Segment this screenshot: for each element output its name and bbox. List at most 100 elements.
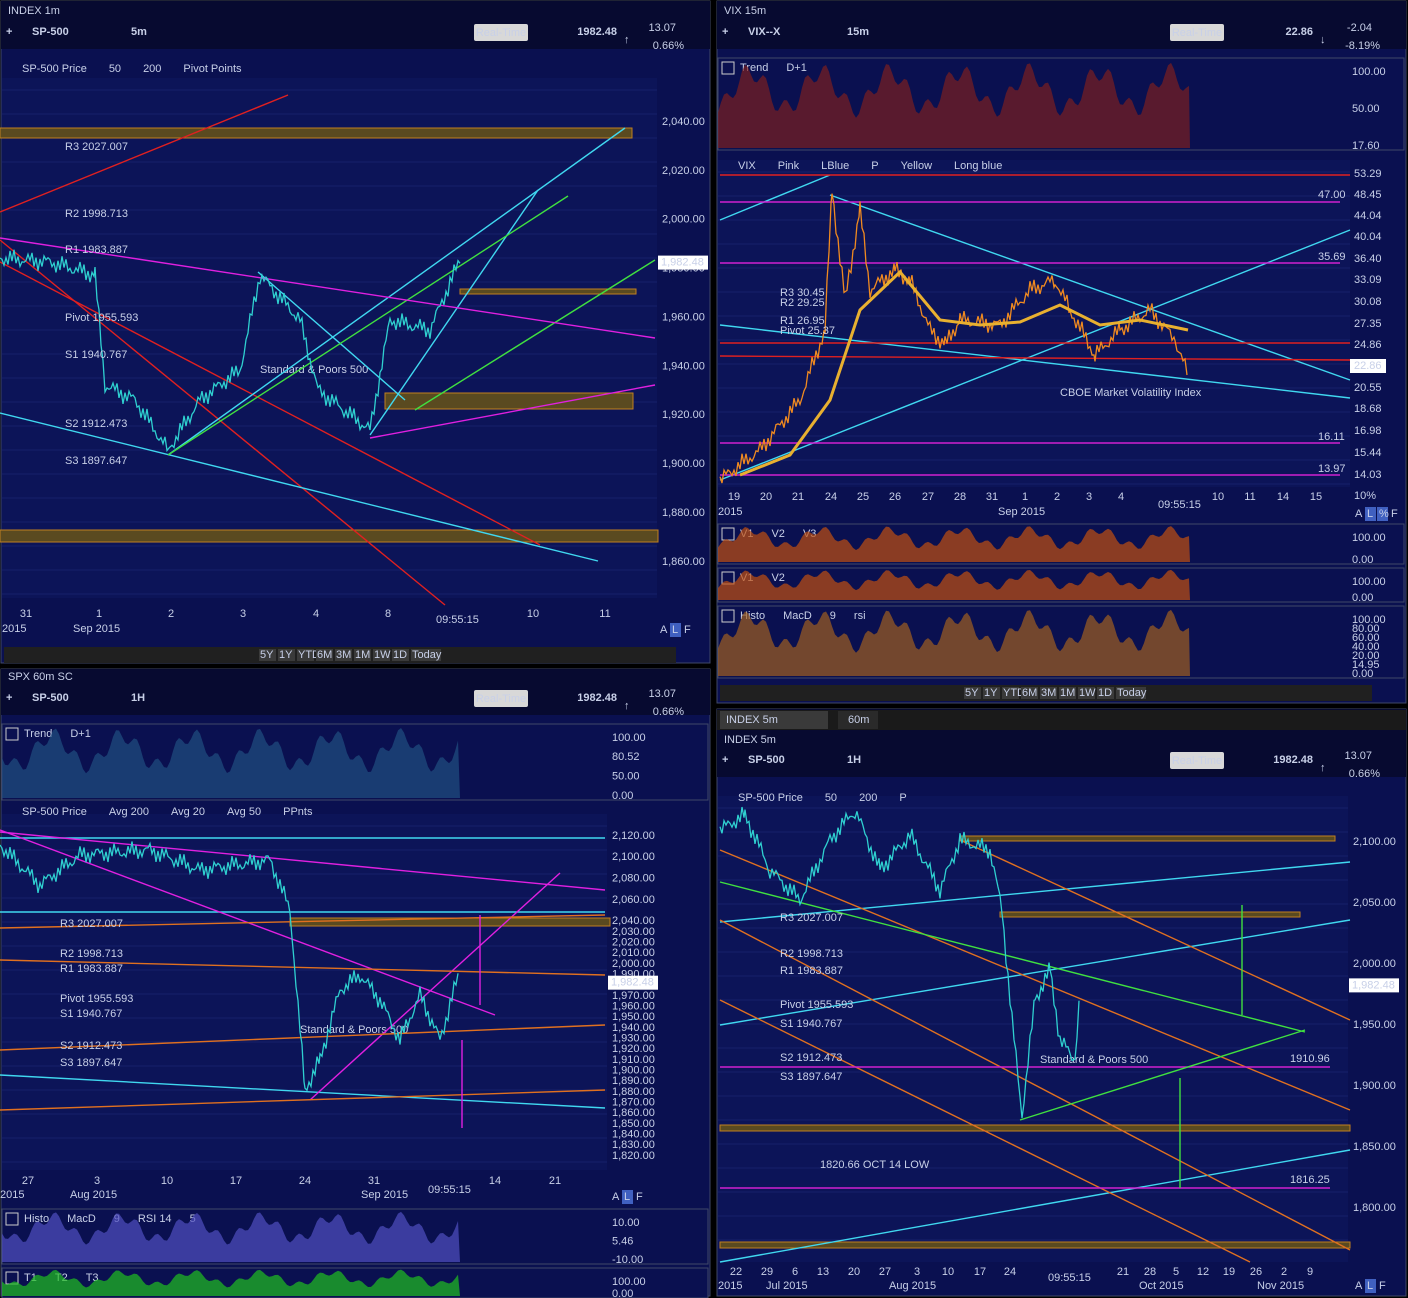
study-label[interactable]: P xyxy=(899,792,906,804)
range-label[interactable]: 1W xyxy=(374,649,391,661)
range-button[interactable] xyxy=(1021,687,1038,699)
study-label[interactable]: Pink xyxy=(778,160,800,172)
scale-mode[interactable]: L xyxy=(1367,508,1373,520)
scale-mode[interactable]: L xyxy=(672,624,678,636)
indicator-label[interactable]: V2 xyxy=(771,528,784,540)
study-label[interactable]: 200 xyxy=(143,63,161,75)
scale-mode[interactable]: A xyxy=(612,1191,620,1203)
close-box[interactable] xyxy=(5,1212,19,1226)
tab-label[interactable]: 60m xyxy=(848,714,869,726)
study-label[interactable]: PPnts xyxy=(283,806,313,818)
indicator-label[interactable]: RSI 14 xyxy=(138,1213,172,1225)
scale-mode[interactable]: A xyxy=(1355,1280,1363,1292)
study-label[interactable]: Avg 20 xyxy=(171,806,205,818)
range-label[interactable]: 6M xyxy=(317,649,332,661)
scale-mode[interactable]: F xyxy=(1391,508,1398,520)
study-label[interactable]: Pivot Points xyxy=(183,63,242,75)
study-label[interactable]: LBlue xyxy=(821,160,849,172)
mode-button[interactable] xyxy=(1170,24,1224,41)
scale-mode-box[interactable] xyxy=(1365,507,1376,521)
mode-label[interactable]: Real-Time xyxy=(476,693,526,705)
tab[interactable] xyxy=(838,711,878,729)
indicator-label[interactable]: V2 xyxy=(771,572,784,584)
range-button[interactable] xyxy=(1002,687,1019,699)
range-button[interactable] xyxy=(411,649,441,661)
study-label[interactable]: 50 xyxy=(825,792,837,804)
scale-mode-box[interactable] xyxy=(622,1190,633,1204)
range-button[interactable] xyxy=(1097,687,1114,699)
interval[interactable]: 15m xyxy=(847,26,869,38)
study-label[interactable]: SP-500 Price xyxy=(738,792,803,804)
close-box[interactable] xyxy=(721,609,735,623)
study-label[interactable]: VIX xyxy=(738,160,756,172)
close-box[interactable] xyxy=(721,61,735,75)
scale-mode-box[interactable] xyxy=(670,623,681,637)
range-label[interactable]: YTD xyxy=(1003,687,1025,699)
indicator-label[interactable]: Histo xyxy=(24,1213,49,1225)
interval[interactable]: 5m xyxy=(131,26,147,38)
tab[interactable] xyxy=(720,711,828,729)
study-label[interactable]: Avg 200 xyxy=(109,806,149,818)
range-button[interactable] xyxy=(1059,687,1076,699)
range-label[interactable]: 6M xyxy=(1022,687,1037,699)
indicator-label[interactable]: MacD xyxy=(67,1213,96,1225)
range-label[interactable]: 3M xyxy=(336,649,351,661)
range-button[interactable] xyxy=(1040,687,1057,699)
range-button[interactable] xyxy=(278,649,295,661)
range-label[interactable]: 1Y xyxy=(279,649,293,661)
range-label[interactable]: 1M xyxy=(355,649,370,661)
range-button[interactable] xyxy=(335,649,352,661)
study-label[interactable]: Long blue xyxy=(954,160,1002,172)
study-label[interactable]: 200 xyxy=(859,792,877,804)
scale-mode[interactable]: L xyxy=(624,1191,630,1203)
study-label[interactable]: Avg 50 xyxy=(227,806,261,818)
range-button[interactable] xyxy=(297,649,314,661)
range-button[interactable] xyxy=(964,687,981,699)
range-button[interactable] xyxy=(316,649,333,661)
range-button[interactable] xyxy=(392,649,409,661)
study-label[interactable]: SP-500 Price xyxy=(22,63,87,75)
scale-mode[interactable]: % xyxy=(1379,508,1389,520)
range-button[interactable] xyxy=(354,649,371,661)
range-button[interactable] xyxy=(373,649,390,661)
range-button[interactable] xyxy=(259,649,276,661)
range-label[interactable]: Today xyxy=(412,649,442,661)
close-box[interactable] xyxy=(5,727,19,741)
indicator-label[interactable]: MacD xyxy=(783,610,812,622)
symbol[interactable]: SP-500 xyxy=(32,26,69,38)
scale-mode[interactable]: A xyxy=(660,624,668,636)
scale-mode[interactable]: L xyxy=(1367,1280,1373,1292)
range-label[interactable]: Today xyxy=(1117,687,1147,699)
mode-button[interactable] xyxy=(474,690,528,707)
range-label[interactable]: 3M xyxy=(1041,687,1056,699)
mode-button[interactable] xyxy=(474,24,528,41)
range-label[interactable]: 5Y xyxy=(965,687,979,699)
range-label[interactable]: 1M xyxy=(1060,687,1075,699)
mode-button[interactable] xyxy=(1170,752,1224,769)
range-button[interactable] xyxy=(1078,687,1095,699)
scale-mode[interactable]: F xyxy=(1379,1280,1386,1292)
indicator-label[interactable]: rsi xyxy=(854,610,866,622)
indicator-label[interactable]: 9 xyxy=(830,610,836,622)
tab-label[interactable]: INDEX 5m xyxy=(726,714,778,726)
range-button[interactable] xyxy=(1116,687,1146,699)
mode-label[interactable]: Real-Time xyxy=(1172,27,1222,39)
scale-mode[interactable]: F xyxy=(636,1191,643,1203)
symbol[interactable]: SP-500 xyxy=(32,692,69,704)
interval[interactable]: 1H xyxy=(847,754,861,766)
range-label[interactable]: 5Y xyxy=(260,649,274,661)
scale-mode-box[interactable] xyxy=(1365,1279,1376,1293)
scale-mode[interactable]: F xyxy=(684,624,691,636)
study-label[interactable]: SP-500 Price xyxy=(22,806,87,818)
mode-label[interactable]: Real-Time xyxy=(1172,755,1222,767)
study-label[interactable]: Yellow xyxy=(901,160,932,172)
range-label[interactable]: YTD xyxy=(298,649,320,661)
scale-mode-box[interactable] xyxy=(1377,507,1388,521)
study-label[interactable]: P xyxy=(871,160,878,172)
range-label[interactable]: 1D xyxy=(393,649,407,661)
indicator-label[interactable]: D+1 xyxy=(70,728,91,740)
indicator-label[interactable]: D+1 xyxy=(786,62,807,74)
study-label[interactable]: 50 xyxy=(109,63,121,75)
range-button[interactable] xyxy=(983,687,1000,699)
range-label[interactable]: 1W xyxy=(1079,687,1096,699)
